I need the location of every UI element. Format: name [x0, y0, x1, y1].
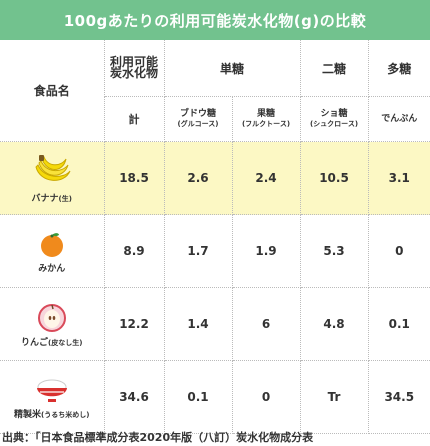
header-sucrose-label: ショ糖	[320, 109, 348, 119]
header-fructose-sub: (フルクトース)	[241, 120, 291, 128]
food-cell: バナナ(生)	[0, 141, 105, 215]
food-name: りんご(皮なし生)	[0, 335, 104, 348]
header-disaccharide: 二糖	[300, 40, 369, 97]
value-fructose: 1.9	[232, 214, 301, 288]
header-fructose: 果糖 (フルクトース)	[232, 96, 301, 142]
food-name-main: 精製米	[14, 409, 42, 420]
value-fructose: 0	[232, 360, 301, 434]
subheader-row: 計 ブドウ糖 (グルコース) 果糖 (フルクトース) ショ糖 (シュクロース) …	[0, 96, 430, 142]
food-cell: りんご(皮なし生)	[0, 287, 105, 361]
table-row: バナナ(生) 18.5 2.6 2.4 10.5 3.1	[0, 141, 430, 215]
value-starch: 0	[368, 214, 430, 288]
header-available-carbs: 利用可能 炭水化物	[104, 40, 165, 97]
header-sucrose: ショ糖 (シュクロース)	[300, 96, 369, 142]
value-fructose: 6	[232, 287, 301, 361]
header-glucose-label: ブドウ糖	[179, 109, 216, 119]
page-title: 100gあたりの利用可能炭水化物(g)の比較	[0, 0, 430, 40]
carbohydrate-comparison-table: 食品名 利用可能 炭水化物 単糖 二糖 多糖 計 ブドウ糖 (グルコース) 果糖…	[0, 40, 430, 434]
value-total: 8.9	[104, 214, 165, 288]
header-fructose-label: 果糖	[257, 109, 276, 119]
header-total: 計	[104, 96, 165, 142]
table-row: 精製米(うるち米めし) 34.6 0.1 0 Tr 34.5	[0, 360, 430, 434]
apple-icon	[37, 303, 66, 332]
header-row: 食品名 利用可能 炭水化物 単糖 二糖 多糖	[0, 40, 430, 142]
food-cell: 精製米(うるち米めし)	[0, 360, 105, 434]
value-sucrose: Tr	[300, 360, 369, 434]
header-starch: でんぷん	[368, 96, 430, 142]
value-glucose: 0.1	[164, 360, 233, 434]
table-row: りんご(皮なし生) 12.2 1.4 6 4.8 0.1	[0, 287, 430, 361]
food-name-suffix: (皮なし生)	[48, 338, 83, 347]
rice-bowl-icon	[36, 379, 67, 402]
value-total: 18.5	[104, 141, 165, 215]
food-name-suffix: (うるち米めし)	[41, 410, 90, 419]
food-name: バナナ(生)	[0, 191, 104, 204]
table-row: みかん 8.9 1.7 1.9 5.3 0	[0, 214, 430, 288]
food-name-main: りんご	[21, 337, 49, 348]
value-fructose: 2.4	[232, 141, 301, 215]
food-name: みかん	[0, 261, 104, 274]
value-starch: 0.1	[368, 287, 430, 361]
header-glucose-sub: (グルコース)	[177, 120, 219, 128]
value-sucrose: 5.3	[300, 214, 369, 288]
food-name-suffix: (生)	[58, 194, 72, 203]
value-sucrose: 10.5	[300, 141, 369, 215]
header-available-line1: 利用可能	[109, 55, 158, 69]
header-food-name: 食品名	[0, 40, 105, 142]
food-name-main: みかん	[38, 263, 66, 274]
value-sucrose: 4.8	[300, 287, 369, 361]
value-glucose: 2.6	[164, 141, 233, 215]
mandarin-icon	[40, 232, 63, 257]
value-total: 12.2	[104, 287, 165, 361]
header-glucose: ブドウ糖 (グルコース)	[164, 96, 233, 142]
header-polysaccharide: 多糖	[368, 40, 430, 97]
header-monosaccharide: 単糖	[164, 40, 301, 97]
food-name-main: バナナ	[31, 193, 59, 204]
value-starch: 3.1	[368, 141, 430, 215]
food-cell: みかん	[0, 214, 105, 288]
source-footnote: 出典：「日本食品標準成分表2020年版（八訂）炭水化物成分表	[2, 431, 314, 444]
value-glucose: 1.7	[164, 214, 233, 288]
header-sucrose-sub: (シュクロース)	[309, 120, 359, 128]
food-name: 精製米(うるち米めし)	[0, 407, 104, 420]
banana-icon	[35, 154, 71, 181]
value-glucose: 1.4	[164, 287, 233, 361]
value-total: 34.6	[104, 360, 165, 434]
value-starch: 34.5	[368, 360, 430, 434]
header-available-line2: 炭水化物	[109, 66, 158, 80]
